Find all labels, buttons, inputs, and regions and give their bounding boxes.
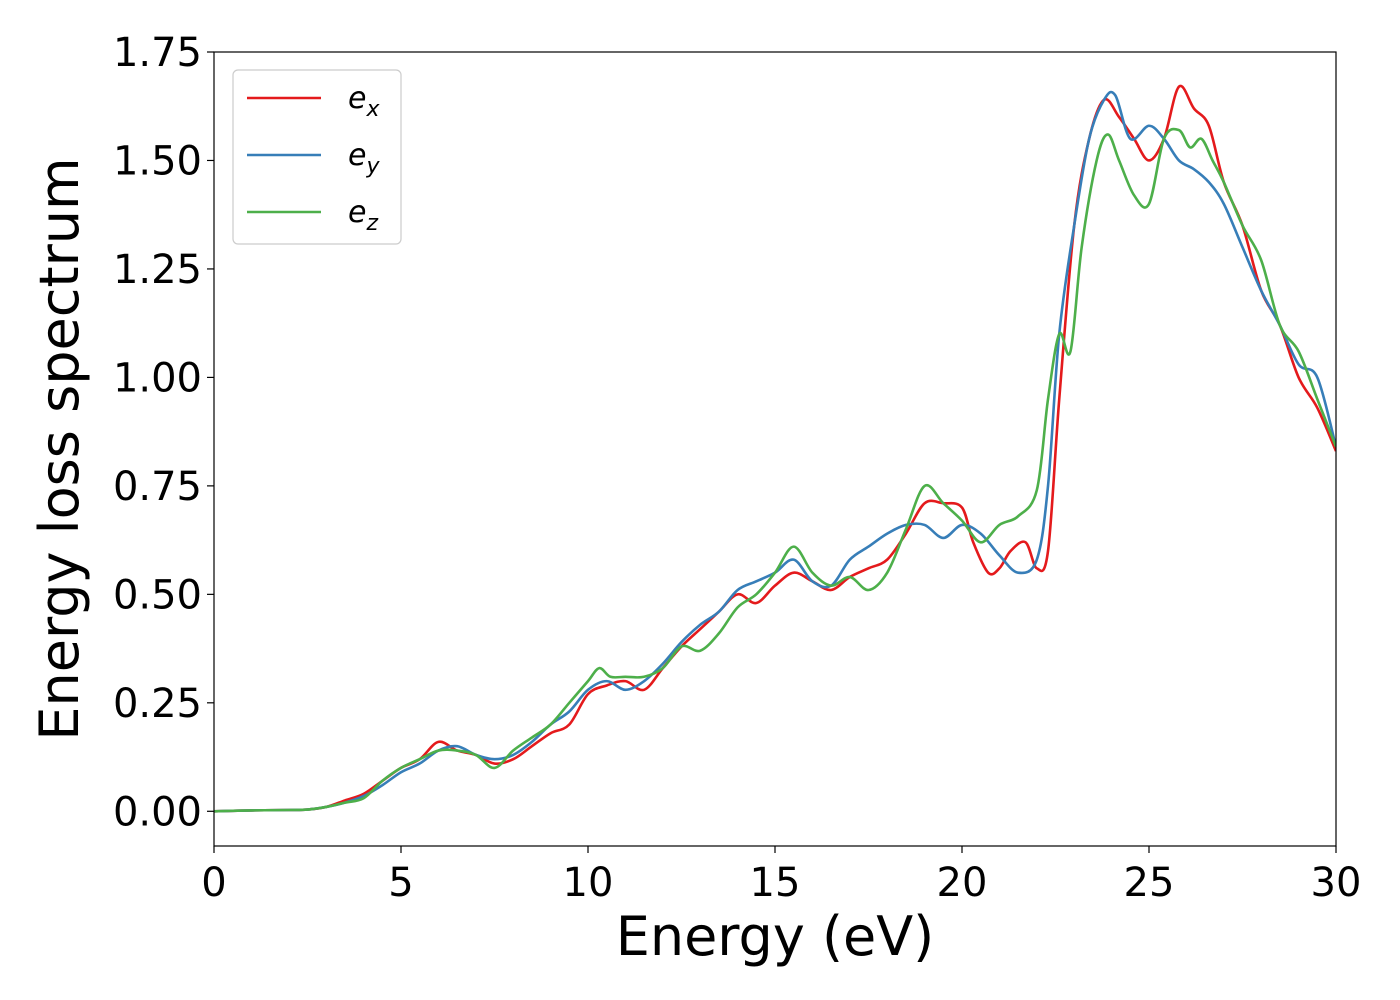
x-tick-label: 30 [1311, 860, 1362, 906]
x-tick-label: 25 [1124, 860, 1175, 906]
y-tick-label: 0.00 [113, 789, 202, 835]
y-tick-label: 0.50 [113, 572, 202, 618]
legend-box [232, 69, 402, 245]
y-tick-label: 0.75 [113, 464, 202, 510]
x-tick-label: 20 [937, 860, 988, 906]
y-tick-label: 1.25 [113, 247, 202, 293]
series-layer [214, 84, 1336, 813]
x-axis-title: Energy (eV) [616, 905, 935, 968]
y-tick-label: 0.25 [113, 681, 202, 727]
series-line-x [214, 84, 1336, 813]
x-tick-label: 10 [563, 860, 614, 906]
y-tick-label: 1.75 [113, 30, 202, 76]
series-line-z [214, 127, 1336, 813]
x-tick-label: 15 [750, 860, 801, 906]
x-tick-label: 5 [388, 860, 413, 906]
y-tick-label: 1.00 [113, 355, 202, 401]
x-axis: 0 5 10 15 20 25 30 [201, 846, 1361, 906]
y-axis-title: Energy loss spectrum [28, 157, 91, 740]
y-tick-label: 1.50 [113, 138, 202, 184]
y-axis: 0.00 0.25 0.50 0.75 1.00 1.25 1.50 1.75 [113, 30, 214, 835]
x-tick-label: 0 [201, 860, 226, 906]
